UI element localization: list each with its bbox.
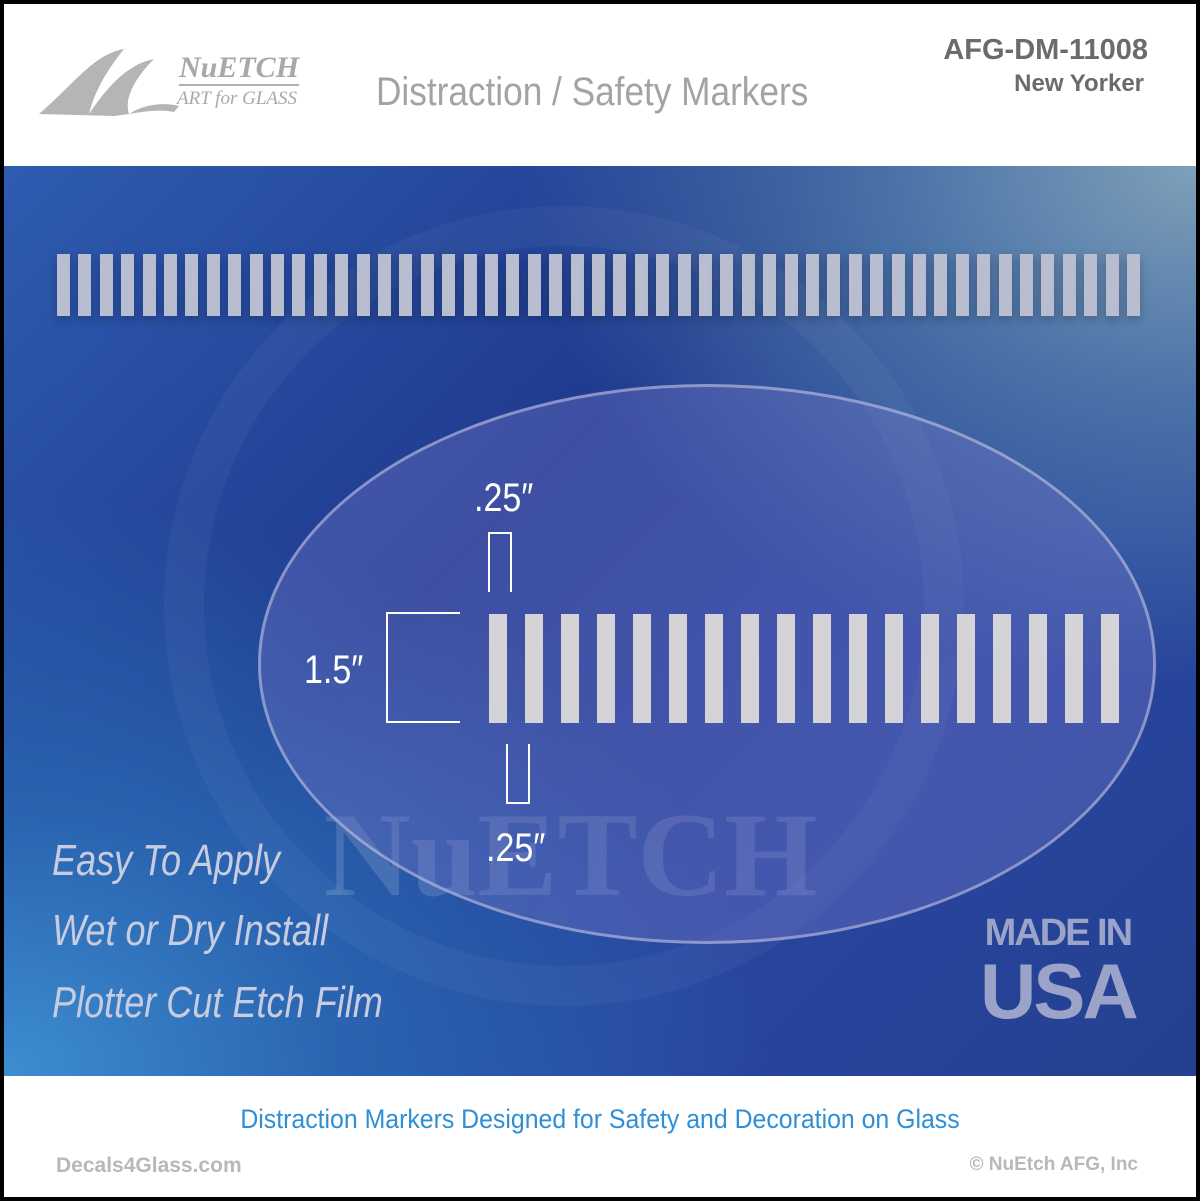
stripe — [527, 254, 541, 316]
stripe — [463, 254, 477, 316]
stripe — [813, 614, 831, 723]
stripe — [228, 254, 242, 316]
stripe — [1041, 254, 1055, 316]
stripe — [1084, 254, 1098, 316]
stripe — [378, 254, 391, 316]
header: NuETCH ART for GLASS Distraction / Safet… — [4, 4, 1196, 166]
stripe — [827, 254, 841, 316]
stripe — [656, 254, 670, 316]
stripe-gap-label: .25″ — [486, 826, 546, 870]
logo-subtitle: ART for GLASS — [177, 88, 298, 109]
product-model: New Yorker — [1014, 70, 1144, 97]
stripe — [633, 614, 651, 723]
tagline: Distraction Markers Designed for Safety … — [240, 1104, 960, 1134]
stripe — [977, 254, 991, 316]
stripe — [335, 254, 349, 316]
stripe — [399, 254, 413, 316]
stripe — [57, 254, 70, 316]
stripe — [1127, 254, 1140, 316]
stripe — [1065, 614, 1083, 723]
stripe — [848, 254, 862, 316]
stripe — [78, 254, 92, 316]
gap-bracket — [506, 744, 530, 804]
stripe — [99, 254, 113, 316]
stripe — [313, 254, 327, 316]
product-panel: NuETCH .25″ 1.5″ .25″ Easy To Apply Wet … — [4, 166, 1196, 1076]
stripe — [420, 254, 434, 316]
stripe — [121, 254, 135, 316]
stripe — [206, 254, 220, 316]
stripe — [934, 254, 948, 316]
stripe — [849, 614, 867, 723]
stripe — [705, 614, 723, 723]
stripe — [570, 254, 584, 316]
stripe — [891, 254, 905, 316]
stripe — [597, 614, 615, 723]
stripe — [271, 254, 284, 316]
height-bracket — [386, 612, 460, 723]
website-link[interactable]: Decals4Glass.com — [56, 1154, 242, 1177]
stripe — [164, 254, 177, 316]
feature-text: Easy To Apply — [52, 836, 280, 885]
stripe — [1062, 254, 1076, 316]
made-in-usa-badge: MADE IN USA — [980, 912, 1139, 1035]
stripe — [249, 254, 263, 316]
stripe — [957, 614, 975, 723]
stripe-height-label: 1.5″ — [304, 648, 364, 692]
stripe-width-label: .25″ — [474, 476, 534, 520]
logo-name: NuETCH — [179, 51, 300, 86]
stripe — [741, 254, 755, 316]
badge-line-1: MADE IN — [984, 912, 1133, 954]
stripe — [669, 614, 687, 723]
stripe — [1105, 254, 1119, 316]
copyright: © NuEtch AFG, Inc — [969, 1154, 1138, 1175]
stripe — [806, 254, 819, 316]
stripe — [506, 254, 520, 316]
stripe — [885, 614, 903, 723]
stripe — [913, 254, 926, 316]
stripe — [784, 254, 798, 316]
stripe — [185, 254, 199, 316]
stripe — [1101, 614, 1119, 723]
stripe — [777, 614, 795, 723]
stripe — [442, 254, 456, 316]
stripe — [525, 614, 543, 723]
stripe — [549, 254, 563, 316]
stripe — [489, 614, 507, 723]
badge-line-2: USA — [980, 947, 1139, 1035]
stripe — [699, 254, 712, 316]
feature-text: Plotter Cut Etch Film — [52, 978, 383, 1027]
stripe — [1029, 614, 1047, 723]
stripe — [998, 254, 1012, 316]
stripe — [592, 254, 605, 316]
stripe — [921, 614, 939, 723]
product-card: NuETCH ART for GLASS Distraction / Safet… — [4, 4, 1196, 1197]
product-sku: AFG-DM-11008 — [943, 34, 1148, 66]
page-title: Distraction / Safety Markers — [376, 70, 809, 114]
stripe — [763, 254, 777, 316]
stripe — [356, 254, 370, 316]
stripe — [142, 254, 156, 316]
stripe — [741, 614, 759, 723]
stripe — [485, 254, 498, 316]
nuetch-logo: NuETCH ART for GLASS — [34, 44, 344, 124]
stripe — [955, 254, 969, 316]
stripe — [613, 254, 627, 316]
stripe — [634, 254, 648, 316]
stripe — [870, 254, 884, 316]
feature-text: Wet or Dry Install — [52, 906, 329, 955]
stripe — [677, 254, 691, 316]
footer: Distraction Markers Designed for Safety … — [4, 1076, 1196, 1197]
stripe — [993, 614, 1011, 723]
logo-swoosh-icon — [39, 49, 179, 116]
stripe — [292, 254, 306, 316]
stripe — [720, 254, 734, 316]
stripe — [1020, 254, 1033, 316]
width-bracket — [488, 532, 512, 592]
stripe — [561, 614, 579, 723]
